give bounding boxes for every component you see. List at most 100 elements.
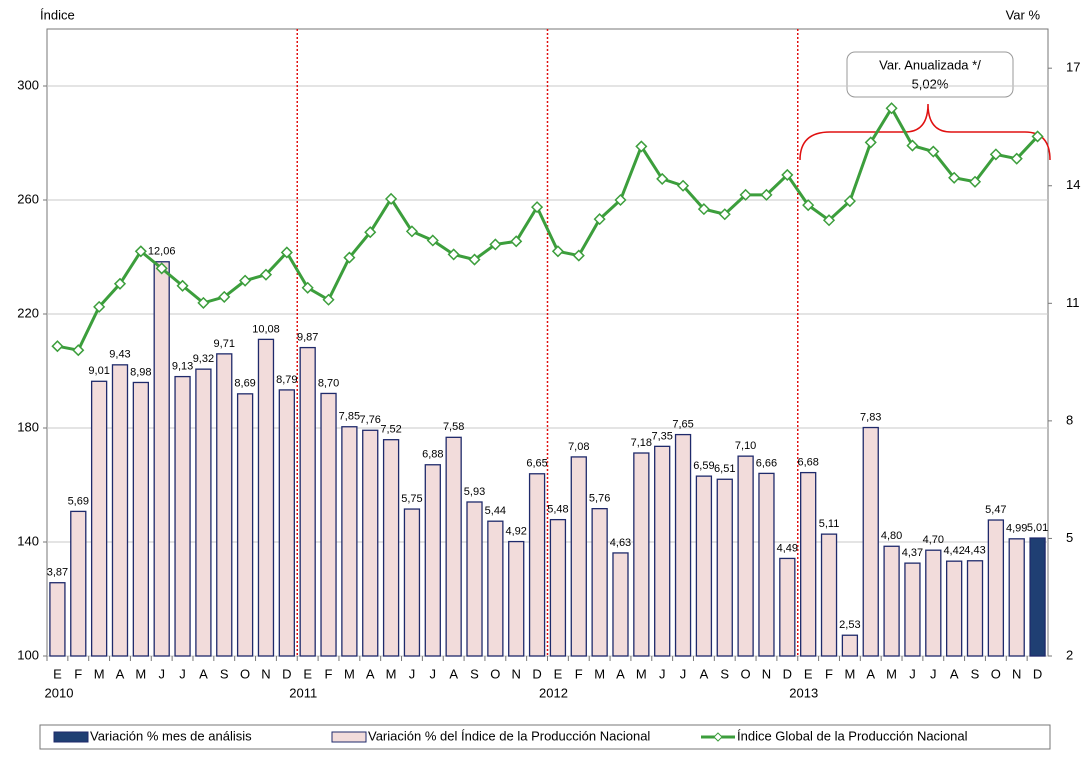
marker: [239, 274, 252, 287]
value-label: 7,08: [568, 441, 589, 453]
year-label: 2013: [789, 685, 818, 700]
x-tick-label: A: [950, 666, 959, 681]
x-tick-label: A: [449, 666, 458, 681]
bar: [90, 380, 108, 657]
y2-tick-label: 17: [1066, 60, 1080, 75]
marker: [176, 279, 189, 292]
year-label: 2011: [289, 685, 317, 700]
value-label: 9,13: [172, 360, 193, 372]
bar: [716, 478, 733, 657]
marker: [802, 199, 815, 212]
bar: [278, 389, 295, 657]
x-tick-label: A: [616, 666, 625, 681]
marker: [781, 168, 794, 181]
brace: [799, 103, 1051, 161]
bar: [779, 557, 796, 657]
marker: [72, 344, 85, 357]
legend-label: Índice Global de la Producción Nacional: [737, 728, 968, 743]
value-label: 8,69: [234, 378, 255, 390]
y-tick-label: 100: [17, 647, 39, 662]
bar: [487, 520, 504, 657]
bar: [216, 353, 233, 657]
marker: [259, 268, 273, 281]
value-label: 9,87: [297, 332, 318, 344]
bar: [925, 549, 942, 657]
marker: [593, 213, 606, 226]
marker: [718, 208, 731, 221]
marker: [489, 238, 502, 251]
x-tick-label: J: [930, 666, 937, 681]
legend-label: Variación % mes de análisis: [90, 728, 252, 743]
value-label: 9,71: [214, 338, 235, 350]
x-tick-label: O: [490, 666, 500, 681]
x-tick-label: A: [199, 666, 208, 681]
marker: [948, 171, 961, 184]
marker: [197, 296, 210, 309]
bar: [654, 445, 671, 657]
marker: [134, 245, 147, 258]
bar: [445, 436, 462, 657]
marker: [760, 188, 773, 201]
x-tick-label: D: [1033, 666, 1042, 681]
value-label: 7,10: [735, 440, 756, 452]
bar: [466, 501, 483, 657]
legend-box: [39, 724, 1051, 750]
legend-label: Variación % del Índice de la Producción …: [368, 728, 650, 743]
value-label: 7,76: [360, 414, 381, 426]
value-label: 4,92: [506, 525, 527, 537]
x-tick-label: N: [1012, 666, 1021, 681]
value-label: 5,01: [1027, 522, 1048, 534]
x-tick-label: N: [512, 666, 521, 681]
value-label: 5,76: [589, 493, 610, 505]
marker: [343, 251, 356, 264]
bar: [612, 552, 629, 657]
bar: [674, 433, 692, 657]
value-label: 5,48: [547, 504, 568, 516]
bar: [70, 510, 87, 657]
marker: [906, 139, 919, 152]
x-tick-label: J: [409, 666, 416, 681]
bar: [883, 545, 900, 657]
value-label: 6,59: [693, 460, 714, 472]
value-label: 5,69: [68, 495, 89, 507]
bar: [299, 346, 316, 657]
bar: [341, 426, 358, 657]
value-label: 9,32: [193, 353, 214, 365]
value-label: 4,70: [923, 534, 944, 546]
marker: [531, 201, 544, 214]
y2-tick-label: 8: [1066, 412, 1073, 427]
value-label: 9,01: [88, 365, 109, 377]
x-tick-label: E: [804, 666, 813, 681]
value-label: 7,18: [631, 437, 652, 449]
bar: [132, 381, 150, 657]
bar: [737, 455, 754, 657]
x-tick-label: J: [680, 666, 687, 681]
bar: [153, 261, 170, 657]
bar: [49, 582, 66, 657]
x-tick-label: N: [762, 666, 771, 681]
marker: [510, 235, 523, 248]
value-label: 7,65: [672, 418, 693, 430]
marker: [113, 277, 127, 290]
marker: [405, 225, 419, 238]
x-tick-label: A: [366, 666, 375, 681]
legend-swatch: [331, 731, 367, 743]
bar: [841, 634, 859, 657]
value-label: 8,98: [130, 366, 151, 378]
x-tick-label: D: [783, 666, 792, 681]
marker: [927, 145, 940, 158]
marker: [218, 290, 231, 303]
marker: [385, 192, 398, 205]
bar: [528, 473, 546, 657]
marker: [93, 300, 106, 313]
x-tick-label: M: [594, 666, 605, 681]
value-label: 7,85: [339, 411, 360, 423]
x-tick-label: S: [220, 666, 229, 681]
bar: [945, 560, 963, 657]
bar: [549, 518, 567, 657]
x-tick-label: O: [741, 666, 751, 681]
bar: [508, 540, 525, 657]
bar: [758, 472, 775, 657]
value-label: 9,43: [109, 349, 130, 361]
